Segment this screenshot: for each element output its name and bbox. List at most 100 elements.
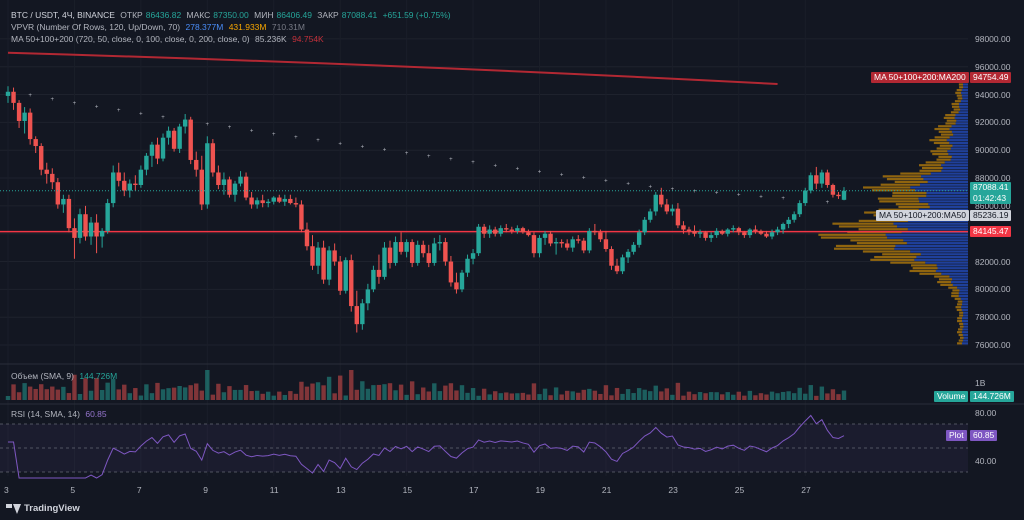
volume-bar <box>304 386 310 400</box>
volume-bar <box>122 384 127 400</box>
volume-legend[interactable]: Объем (SMA, 9) 144.726M <box>11 371 120 381</box>
candle-body <box>271 197 276 202</box>
volume-bar <box>216 383 221 400</box>
vp-down-row <box>938 278 953 281</box>
last-price-tag: 87088.41 01:42:43 <box>970 182 1012 204</box>
vp-up-row <box>910 250 968 253</box>
vp-up-row <box>961 91 968 94</box>
ma-legend[interactable]: MA 50+100+200 (720, 50, close, 0, 100, c… <box>11 34 327 44</box>
volume-bar <box>764 394 769 400</box>
volume-bar <box>277 391 282 400</box>
volume-bar <box>99 389 105 400</box>
vp-down-row <box>909 269 936 273</box>
vp-down-row <box>863 186 911 189</box>
vp-up-row <box>903 239 968 242</box>
volume-sma-value: 144.726M <box>79 371 118 381</box>
candle-body <box>553 242 559 244</box>
volume-bar <box>786 391 791 400</box>
vp-down-row <box>959 311 964 314</box>
vp-down-row <box>900 172 931 175</box>
candle-body <box>526 232 531 236</box>
candle-body <box>188 119 193 160</box>
ma50-dot: + <box>781 196 785 202</box>
volume-bar <box>266 391 271 400</box>
candle-body <box>542 233 548 238</box>
vp-down-row <box>862 250 911 253</box>
volume-bar <box>797 387 802 400</box>
candle-body <box>592 230 598 233</box>
volume-bar <box>33 388 38 400</box>
candle-body <box>504 228 509 230</box>
rsi-legend[interactable]: RSI (14, SMA, 14) 60.85 <box>11 409 110 419</box>
candle-body <box>415 244 420 263</box>
volume-bar <box>409 381 415 400</box>
candle-body <box>227 179 232 195</box>
rsi-label: RSI (14, SMA, 14) <box>11 409 80 419</box>
volume-bar <box>171 387 177 400</box>
volume-bar <box>675 382 681 400</box>
volume-bar <box>315 382 321 400</box>
volume-bar <box>194 383 199 400</box>
volume-bar <box>94 377 99 400</box>
vp-up-row <box>963 325 968 328</box>
candle-body <box>692 230 697 234</box>
candle-body <box>459 272 465 290</box>
vp-up-row <box>956 119 968 122</box>
ma50-dot: + <box>493 163 497 169</box>
ma-value-1: 85.236K <box>255 34 287 44</box>
candle-body <box>354 306 359 325</box>
vp-up-row <box>952 278 968 281</box>
volume-bar <box>232 389 238 400</box>
vp-up-row <box>906 242 968 245</box>
vp-down-row <box>958 339 963 342</box>
vp-down-row <box>892 191 927 195</box>
vp-up-row <box>949 141 968 145</box>
volume-bar <box>803 393 808 400</box>
ma50-dot: + <box>449 157 453 163</box>
symbol-label[interactable]: BTC / USDT, 4Ч, BINANCE <box>11 10 115 20</box>
volume-bar <box>443 385 448 400</box>
vp-down-row <box>934 136 950 139</box>
volume-bar <box>83 378 88 400</box>
volume-bar <box>631 393 636 400</box>
ma50-tag-name: MA 50+100+200:MA50 <box>879 210 966 220</box>
volume-bar <box>725 392 730 400</box>
vp-up-row <box>961 308 968 312</box>
volume-bar <box>470 388 476 400</box>
vp-down-row <box>950 111 959 114</box>
vp-up-row <box>897 225 968 228</box>
time-tick: 7 <box>136 485 142 495</box>
tradingview-logo[interactable]: TradingView <box>6 503 80 514</box>
vp-up-row <box>915 189 968 192</box>
vp-up-row <box>963 311 968 314</box>
volume-bar <box>531 383 537 400</box>
candle-body <box>88 222 94 237</box>
vp-up-row <box>961 342 968 345</box>
volume-bar <box>614 387 620 400</box>
candle-body <box>371 269 376 290</box>
ma50-dot: + <box>250 128 254 134</box>
volume-bar <box>321 385 326 400</box>
hline-price-tag[interactable]: 84145.47 <box>970 226 1012 237</box>
volume-bar <box>160 389 166 400</box>
vp-down-row <box>936 147 951 150</box>
vpvr-legend[interactable]: VPVR (Number Of Rows, 120, Up/Down, 70) … <box>11 22 308 32</box>
vp-up-row <box>941 164 968 167</box>
volume-bar <box>349 370 354 400</box>
candle-body <box>393 242 398 263</box>
volume-axis-tick: 1B <box>975 378 986 388</box>
vp-down-row <box>954 297 961 300</box>
vp-up-row <box>962 83 968 86</box>
volume-bar <box>271 395 276 400</box>
volume-bar <box>648 391 653 400</box>
candle-body <box>803 190 808 204</box>
ma50-dot: + <box>648 184 652 190</box>
volume-bar <box>299 381 304 400</box>
vp-up-row <box>962 317 968 320</box>
volume-bar <box>731 394 736 400</box>
vp-down-row <box>880 183 920 186</box>
candle-body <box>232 183 238 195</box>
volume-bar <box>426 391 431 400</box>
vp-up-row <box>927 180 968 184</box>
